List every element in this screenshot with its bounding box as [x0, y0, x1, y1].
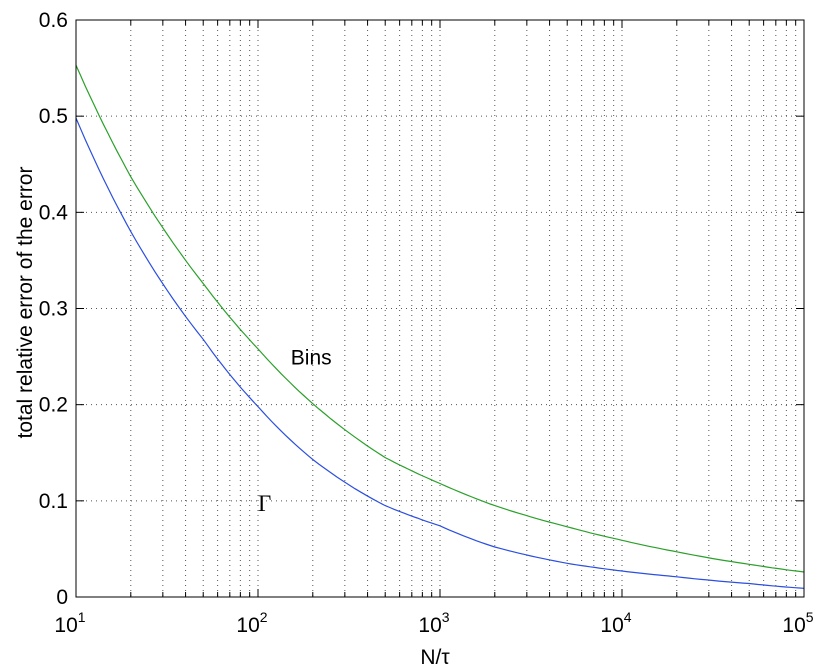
x-tick-label: 101	[54, 609, 85, 637]
series-line-0	[75, 64, 805, 573]
y-tick-label: 0.2	[39, 394, 68, 417]
y-tick-label: 0.5	[39, 105, 68, 128]
x-tick-base: 10	[782, 614, 805, 637]
y-axis-label: total relative error of the error	[14, 167, 37, 439]
grid	[76, 20, 804, 597]
x-tick-base: 10	[600, 614, 623, 637]
x-tick-base: 10	[418, 614, 441, 637]
y-tick-label: 0.6	[39, 9, 68, 32]
x-tick-exponent: 5	[806, 609, 814, 625]
series-lines	[75, 64, 805, 589]
x-tick-label: 102	[236, 609, 267, 637]
y-tick-label: 0.1	[39, 490, 68, 513]
series-line-1	[75, 117, 805, 589]
x-tick-label: 104	[600, 609, 631, 637]
y-tick-label: 0	[56, 586, 68, 609]
annotation-bins: Bins	[291, 347, 332, 370]
y-tick-label: 0.4	[39, 201, 69, 224]
x-tick-exponent: 2	[260, 609, 268, 625]
x-tick-exponent: 3	[442, 609, 450, 625]
x-tick-base: 10	[54, 614, 77, 637]
x-axis-label: N/τ	[420, 646, 450, 669]
y-tick-labels: 0 0.1 0.2 0.3 0.4 0.5 0.6	[39, 9, 69, 609]
x-tick-label: 103	[418, 609, 449, 637]
x-tick-base: 10	[236, 614, 259, 637]
x-tick-exponent: 1	[78, 609, 86, 625]
ticks	[76, 19, 804, 598]
x-tick-exponent: 4	[624, 609, 632, 625]
annotation-gamma: Γ	[258, 491, 271, 516]
x-tick-label: 105	[782, 609, 813, 637]
x-tick-labels: 101 102 103 104 105	[54, 609, 813, 637]
y-tick-label: 0.3	[39, 298, 68, 321]
